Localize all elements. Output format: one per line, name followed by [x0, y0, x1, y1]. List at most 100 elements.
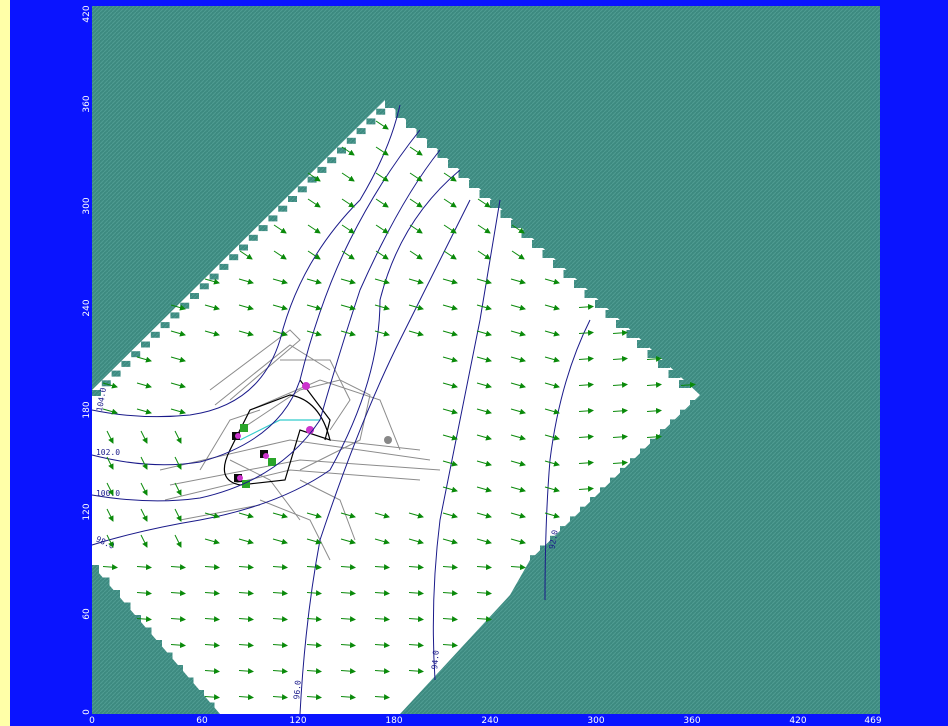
flow-arrow-icon: [510, 382, 526, 389]
flow-arrow-icon: [408, 616, 424, 623]
flow-arrow-icon: [272, 512, 288, 519]
flow-arrow-icon: [476, 564, 492, 571]
y-tick-label: 120: [82, 503, 92, 520]
flow-arrow-icon: [340, 538, 356, 545]
contour-label: 94.0: [430, 650, 441, 670]
flow-arrow-icon: [408, 668, 424, 675]
flow-arrow-icon: [306, 694, 322, 701]
flow-arrow-icon: [374, 304, 390, 311]
flow-arrow-icon: [238, 694, 254, 701]
flow-arrow-icon: [374, 330, 390, 337]
flow-arrow-icon: [680, 381, 696, 388]
flow-arrow-icon: [306, 330, 322, 337]
y-tick-label: 300: [82, 197, 92, 214]
flow-arrow-icon: [409, 224, 423, 234]
flow-arrow-icon: [140, 482, 148, 496]
flow-arrow-icon: [442, 408, 458, 415]
flow-arrow-icon: [442, 616, 458, 623]
flow-arrow-icon: [578, 381, 594, 388]
flow-arrow-icon: [443, 198, 457, 208]
flow-arrow-icon: [204, 538, 220, 545]
flow-arrow-icon: [306, 668, 322, 675]
flow-arrow-icon: [273, 250, 287, 260]
flow-arrow-icon: [578, 485, 594, 492]
y-tick-label: 0: [82, 709, 92, 715]
flow-arrow-icon: [140, 534, 148, 548]
flow-arrow-icon: [204, 668, 220, 675]
flow-arrow-icon: [374, 278, 390, 285]
flow-arrow-icon: [510, 460, 526, 467]
flow-arrow-icon: [306, 642, 322, 649]
flow-arrow-icon: [238, 538, 254, 545]
flow-arrow-icon: [476, 590, 492, 597]
flow-arrow-icon: [442, 486, 458, 493]
flow-arrow-icon: [409, 250, 423, 260]
flow-arrow-icon: [170, 590, 186, 597]
flow-arrow-icon: [306, 590, 322, 597]
flow-arrow-icon: [272, 564, 288, 571]
flow-arrow-icon: [374, 694, 390, 701]
flow-arrow-icon: [238, 616, 254, 623]
flow-arrow-icon: [340, 668, 356, 675]
flow-arrow-icon: [341, 224, 355, 234]
well-markers[interactable]: [232, 382, 392, 488]
flow-arrow-icon: [272, 304, 288, 311]
flow-arrow-icon: [106, 534, 114, 548]
well-marker-icon[interactable]: [384, 436, 392, 444]
flow-arrow-icon: [204, 512, 220, 519]
flow-arrow-icon: [140, 508, 148, 522]
x-tick-label: 420: [789, 716, 806, 726]
flow-arrow-icon: [578, 329, 594, 336]
flow-arrow-icon: [544, 278, 560, 285]
flow-arrow-icon: [408, 330, 424, 337]
well-marker-icon[interactable]: [306, 426, 314, 434]
contour-label: 102.0: [96, 448, 120, 457]
flow-arrow-icon: [476, 356, 492, 363]
well-marker-icon[interactable]: [260, 450, 276, 466]
flow-arrow-icon: [238, 564, 254, 571]
flow-arrow-icon: [204, 694, 220, 701]
flow-arrow-icon: [442, 564, 458, 571]
flow-arrow-icon: [374, 668, 390, 675]
flow-arrow-icon: [375, 224, 389, 234]
flow-arrow-icon: [646, 355, 662, 362]
well-marker-icon[interactable]: [232, 424, 248, 440]
flow-arrow-icon: [204, 564, 220, 571]
flow-arrow-icon: [272, 668, 288, 675]
flow-arrow-icon: [170, 304, 186, 311]
flow-arrow-icon: [375, 198, 389, 208]
stair-step-edges: [92, 100, 702, 714]
flow-arrow-icon: [374, 616, 390, 623]
flow-arrow-icon: [646, 433, 662, 440]
flow-arrow-icon: [375, 146, 389, 156]
flow-arrow-icon: [408, 642, 424, 649]
well-marker-icon[interactable]: [302, 382, 310, 390]
flow-arrow-icon: [341, 146, 355, 156]
flow-arrow-icon: [510, 434, 526, 441]
flow-arrow-icon: [476, 460, 492, 467]
flow-arrow-icon: [578, 433, 594, 440]
flow-arrow-icon: [476, 538, 492, 545]
well-marker-icon[interactable]: [234, 474, 250, 488]
flow-arrow-icon: [340, 304, 356, 311]
flow-arrow-icon: [442, 356, 458, 363]
flow-arrow-icon: [307, 198, 321, 208]
contour-label: 96.0: [292, 680, 303, 700]
flow-arrow-icon: [612, 355, 628, 362]
flow-arrow-icon: [476, 512, 492, 519]
flow-arrow-icon: [238, 642, 254, 649]
flow-arrow-icon: [442, 538, 458, 545]
flow-arrow-icon: [106, 430, 114, 444]
flow-arrow-icon: [476, 486, 492, 493]
flow-arrow-icon: [375, 250, 389, 260]
flow-arrow-icon: [272, 590, 288, 597]
flow-arrow-icon: [544, 304, 560, 311]
flow-arrow-icon: [272, 642, 288, 649]
flow-arrow-icon: [510, 538, 526, 545]
flow-arrow-icon: [306, 564, 322, 571]
flow-arrow-icon: [174, 508, 182, 522]
flow-arrow-icon: [476, 616, 492, 623]
flow-arrow-icon: [174, 534, 182, 548]
flow-arrow-icon: [136, 408, 152, 415]
